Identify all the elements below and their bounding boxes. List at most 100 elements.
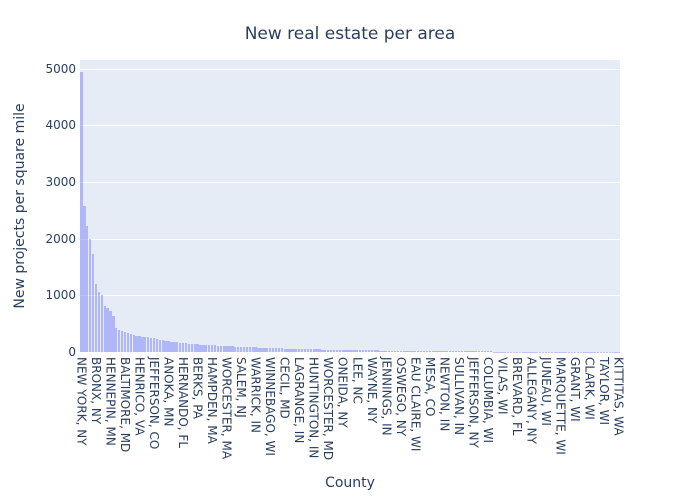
bar[interactable] bbox=[411, 350, 414, 352]
bar[interactable] bbox=[373, 350, 376, 352]
bar[interactable] bbox=[425, 351, 429, 352]
bar[interactable] bbox=[184, 343, 188, 352]
bar[interactable] bbox=[112, 315, 115, 352]
bar[interactable] bbox=[242, 346, 246, 352]
bar[interactable] bbox=[202, 344, 205, 352]
bar[interactable] bbox=[228, 346, 231, 352]
bar[interactable] bbox=[370, 350, 373, 352]
bar[interactable] bbox=[469, 351, 472, 352]
bar[interactable] bbox=[295, 348, 298, 352]
bar[interactable] bbox=[419, 350, 423, 352]
bar[interactable] bbox=[132, 335, 135, 352]
bar[interactable] bbox=[327, 349, 330, 352]
bar[interactable] bbox=[393, 350, 397, 352]
bar[interactable] bbox=[248, 347, 251, 352]
bar[interactable] bbox=[271, 348, 275, 352]
bar[interactable] bbox=[176, 342, 179, 352]
bar[interactable] bbox=[306, 349, 310, 352]
bar[interactable] bbox=[149, 337, 153, 352]
bar[interactable] bbox=[324, 349, 327, 352]
bar[interactable] bbox=[492, 351, 495, 352]
bar[interactable] bbox=[443, 351, 446, 352]
bar[interactable] bbox=[164, 340, 167, 352]
bar[interactable] bbox=[86, 225, 89, 352]
bar[interactable] bbox=[501, 351, 504, 352]
bar[interactable] bbox=[118, 329, 121, 352]
bar[interactable] bbox=[489, 351, 492, 352]
bar[interactable] bbox=[237, 346, 240, 352]
bar[interactable] bbox=[353, 350, 356, 352]
bar[interactable] bbox=[260, 347, 263, 352]
bar[interactable] bbox=[321, 349, 324, 352]
bar[interactable] bbox=[286, 348, 289, 352]
bar[interactable] bbox=[161, 340, 164, 352]
bar[interactable] bbox=[309, 349, 312, 352]
bar[interactable] bbox=[91, 254, 95, 352]
bar[interactable] bbox=[257, 347, 260, 352]
bar[interactable] bbox=[422, 351, 426, 352]
bar[interactable] bbox=[213, 345, 217, 352]
bar[interactable] bbox=[115, 328, 118, 352]
bar[interactable] bbox=[158, 339, 161, 352]
bar[interactable] bbox=[303, 349, 307, 352]
bar[interactable] bbox=[190, 343, 193, 352]
bar[interactable] bbox=[196, 344, 199, 352]
bar[interactable] bbox=[205, 344, 208, 352]
bar[interactable] bbox=[199, 344, 202, 352]
bar[interactable] bbox=[106, 307, 109, 352]
bar[interactable] bbox=[382, 350, 385, 352]
bar[interactable] bbox=[390, 350, 394, 352]
bar[interactable] bbox=[173, 342, 176, 352]
bar[interactable] bbox=[123, 332, 127, 352]
bar[interactable] bbox=[129, 334, 132, 352]
bar[interactable] bbox=[210, 345, 214, 352]
bar[interactable] bbox=[329, 349, 333, 352]
bar[interactable] bbox=[359, 350, 362, 352]
bar[interactable] bbox=[446, 351, 449, 352]
bar[interactable] bbox=[83, 206, 86, 352]
bar[interactable] bbox=[109, 311, 112, 352]
bar[interactable] bbox=[498, 351, 501, 352]
bar[interactable] bbox=[231, 346, 234, 352]
bar[interactable] bbox=[100, 295, 103, 352]
bar[interactable] bbox=[239, 346, 243, 352]
bar[interactable] bbox=[277, 348, 281, 352]
bar[interactable] bbox=[480, 351, 484, 352]
bar[interactable] bbox=[460, 351, 463, 352]
bar[interactable] bbox=[318, 349, 321, 352]
bar[interactable] bbox=[298, 348, 301, 352]
bar[interactable] bbox=[126, 333, 130, 352]
bar[interactable] bbox=[187, 343, 191, 352]
bar[interactable] bbox=[219, 345, 222, 352]
bar[interactable] bbox=[466, 351, 469, 352]
bar[interactable] bbox=[347, 350, 350, 352]
bar[interactable] bbox=[440, 351, 443, 352]
bar[interactable] bbox=[361, 350, 365, 352]
bar[interactable] bbox=[414, 350, 417, 352]
bar[interactable] bbox=[181, 342, 185, 352]
bar[interactable] bbox=[344, 350, 347, 352]
bar[interactable] bbox=[138, 336, 141, 352]
bar[interactable] bbox=[283, 348, 286, 352]
bar[interactable] bbox=[289, 348, 292, 352]
bar[interactable] bbox=[341, 349, 344, 352]
bar[interactable] bbox=[338, 349, 341, 352]
bar[interactable] bbox=[120, 331, 124, 352]
bar[interactable] bbox=[454, 351, 458, 352]
bar[interactable] bbox=[475, 351, 478, 352]
bar[interactable] bbox=[292, 348, 295, 352]
bar[interactable] bbox=[269, 348, 272, 352]
bar[interactable] bbox=[449, 351, 452, 352]
bar[interactable] bbox=[312, 349, 315, 352]
bar[interactable] bbox=[89, 238, 92, 352]
bar[interactable] bbox=[300, 349, 304, 352]
bar[interactable] bbox=[350, 350, 353, 352]
bar[interactable] bbox=[356, 350, 359, 352]
bar[interactable] bbox=[402, 350, 405, 352]
bar[interactable] bbox=[94, 283, 98, 352]
bar[interactable] bbox=[179, 342, 182, 352]
bar[interactable] bbox=[463, 351, 466, 352]
bar[interactable] bbox=[155, 339, 159, 352]
bar[interactable] bbox=[364, 350, 368, 352]
bar[interactable] bbox=[451, 351, 455, 352]
